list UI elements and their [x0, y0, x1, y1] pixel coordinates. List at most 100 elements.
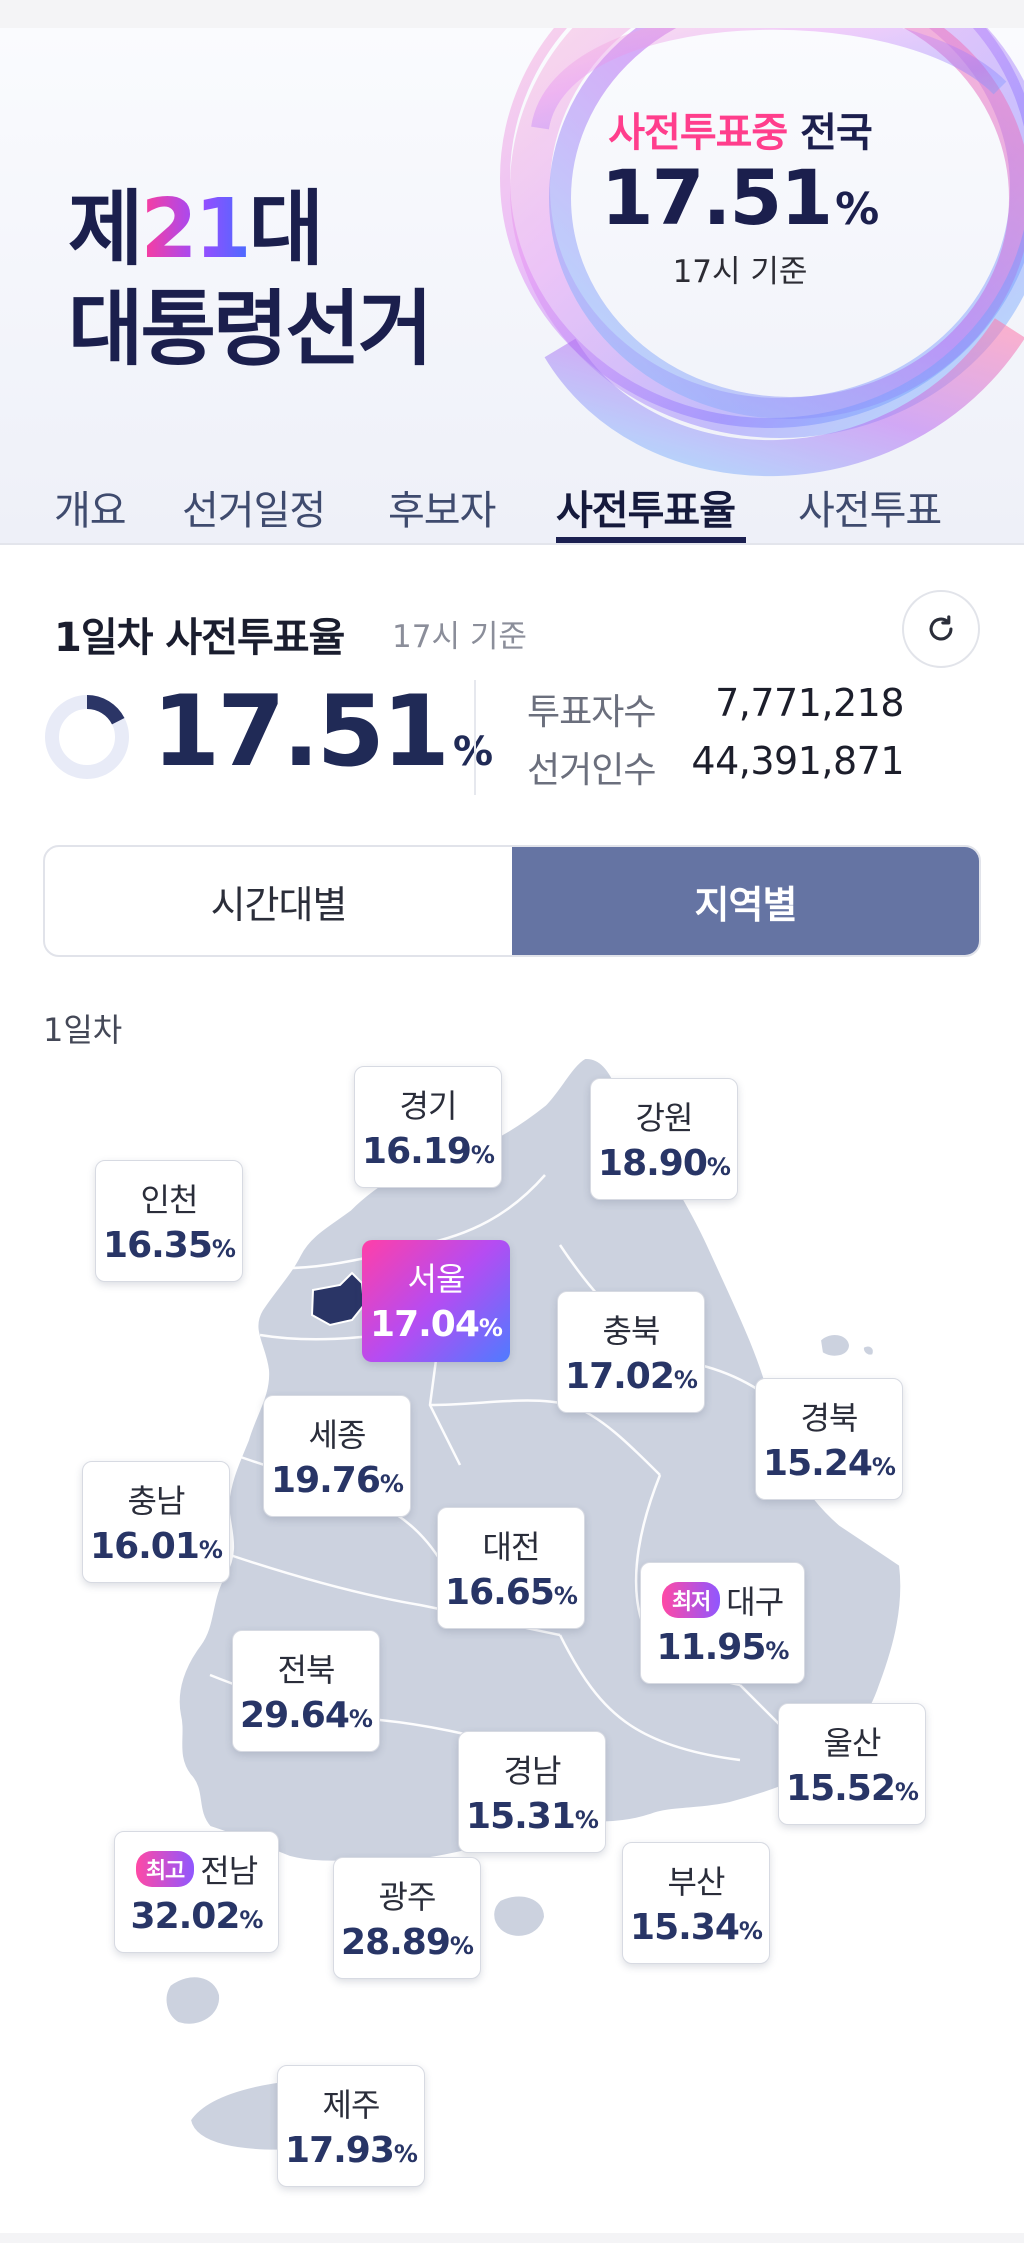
region-value: 28.89%	[334, 1922, 480, 1963]
region-rate: 32.02	[130, 1896, 241, 1937]
region-rate: 15.52	[786, 1768, 896, 1809]
region-unit: %	[765, 1637, 789, 1665]
region-card-jeonbuk[interactable]: 전북 29.64%	[232, 1630, 380, 1752]
region-name: 광주	[378, 1878, 437, 1916]
region-name: 인천	[140, 1181, 199, 1219]
region-card-daejeon[interactable]: 대전 16.65%	[437, 1507, 585, 1629]
label-highlight: 사전투표중	[608, 110, 788, 156]
boundary-line	[558, 1634, 741, 1762]
region-name: 부산	[667, 1863, 726, 1901]
by-time-button[interactable]: 시간대별	[210, 882, 348, 927]
highest-badge: 최고	[135, 1851, 195, 1887]
region-unit: %	[239, 1906, 263, 1934]
region-card-seoul[interactable]: 서울 17.04%	[362, 1240, 510, 1362]
region-name: 전북	[277, 1651, 336, 1689]
refresh-button[interactable]	[902, 590, 980, 668]
region-unit: %	[738, 1917, 763, 1945]
region-name: 제주	[322, 2086, 381, 2124]
region-card-incheon[interactable]: 인천 16.35%	[95, 1160, 243, 1282]
region-name: 대전	[482, 1528, 541, 1566]
region-value: 15.52%	[779, 1768, 925, 1809]
label-rest: 전국	[787, 110, 873, 156]
region-value: 16.65%	[438, 1572, 584, 1613]
region-card-gyeongbuk[interactable]: 경북 15.24%	[755, 1378, 903, 1500]
region-card-chungbuk[interactable]: 충북 17.02%	[557, 1291, 705, 1413]
tab-overview[interactable]: 개요	[54, 488, 127, 534]
active-tab-indicator	[556, 537, 746, 543]
region-unit: %	[379, 1470, 404, 1498]
turnout-donut	[45, 695, 129, 779]
region-value: 18.90%	[591, 1143, 737, 1184]
region-name: 충남	[127, 1482, 186, 1520]
region-value: 15.31%	[459, 1796, 605, 1837]
region-value: 32.02%	[115, 1896, 278, 1937]
island-2	[861, 1344, 875, 1357]
region-unit: %	[478, 1314, 503, 1342]
view-toggle: 시간대별 지역별	[43, 845, 981, 957]
region-card-busan[interactable]: 부산 15.34%	[622, 1842, 770, 1964]
region-card-gyeonggi[interactable]: 경기 16.19%	[354, 1066, 502, 1188]
region-rate: 16.65	[445, 1572, 555, 1613]
region-card-jeju[interactable]: 제주 17.93%	[277, 2065, 425, 2187]
region-card-daegu[interactable]: 최저 대구 11.95%	[640, 1562, 805, 1684]
region-card-ulsan[interactable]: 울산 15.52%	[778, 1703, 926, 1825]
region-name-row: 최저 대구	[641, 1577, 804, 1623]
turnout-panel: 1일차 사전투표율 17시 기준 17.51% 투표자수 7,771,218 선…	[0, 543, 1024, 2233]
tab-early-voting[interactable]: 사전투표	[798, 488, 942, 534]
region-value: 16.19%	[355, 1131, 501, 1172]
region-unit: %	[574, 1806, 599, 1834]
nationwide-label: 사전투표중 전국	[545, 100, 935, 158]
title-prefix: 제	[68, 182, 143, 277]
region-value: 29.64%	[233, 1695, 379, 1736]
region-name: 강원	[635, 1099, 694, 1137]
nationwide-rate-unit: %	[835, 184, 880, 235]
region-name: 울산	[823, 1724, 882, 1762]
region-unit: %	[553, 1582, 578, 1610]
nationwide-rate: 17.51%	[545, 153, 935, 242]
island-4	[492, 1894, 547, 1938]
electorate-label: 선거인수	[527, 750, 656, 791]
tab-bar: 개요 선거일정 후보자 사전투표율 사전투표	[0, 448, 1024, 543]
region-name: 전남	[200, 1852, 258, 1890]
nationwide-rate-value: 17.51	[600, 153, 833, 242]
by-region-button[interactable]: 지역별	[512, 847, 979, 955]
turnout-rate: 17.51%	[152, 675, 493, 789]
region-name: 경남	[503, 1752, 562, 1790]
region-unit: %	[894, 1778, 919, 1806]
region-rate: 29.64	[240, 1695, 350, 1736]
region-unit: %	[673, 1366, 698, 1394]
election-banner: 제21대 대통령선거 사전투표중 전국 17.51% 17시 기준 개요 선거일…	[0, 28, 1024, 543]
region-rate: 28.89	[341, 1922, 451, 1963]
region-card-gyeongnam[interactable]: 경남 15.31%	[458, 1731, 606, 1853]
region-rate: 17.93	[285, 2130, 395, 2171]
region-card-gangwon[interactable]: 강원 18.90%	[590, 1078, 738, 1200]
region-card-sejong[interactable]: 세종 19.76%	[263, 1395, 411, 1517]
region-card-gwangju[interactable]: 광주 28.89%	[333, 1857, 481, 1979]
region-value: 17.93%	[278, 2130, 424, 2171]
tab-candidates[interactable]: 후보자	[388, 488, 496, 534]
voters-value: 7,771,218	[715, 681, 904, 725]
region-rate: 15.24	[763, 1443, 873, 1484]
region-unit: %	[470, 1141, 495, 1169]
tab-schedule[interactable]: 선거일정	[182, 488, 326, 534]
region-name: 경기	[399, 1087, 458, 1125]
region-unit: %	[211, 1235, 236, 1263]
region-rate: 15.31	[466, 1796, 576, 1837]
day-label: 1일차	[43, 1011, 123, 1049]
region-card-jeonnam[interactable]: 최고 전남 32.02%	[114, 1831, 279, 1953]
section-subtitle: 17시 기준	[392, 619, 527, 655]
region-unit: %	[393, 2140, 418, 2168]
title-line2: 대통령선거	[68, 282, 433, 378]
region-card-chungnam[interactable]: 충남 16.01%	[82, 1461, 230, 1583]
region-name: 충북	[602, 1312, 661, 1350]
region-value: 15.24%	[756, 1443, 902, 1484]
turnout-rate-unit: %	[453, 729, 493, 775]
tab-early-turnout[interactable]: 사전투표율	[556, 488, 736, 534]
swirl-graphic	[500, 28, 1024, 476]
region-rate: 17.04	[370, 1304, 480, 1345]
region-value: 17.02%	[558, 1356, 704, 1397]
region-rate: 11.95	[656, 1627, 767, 1668]
region-rate: 16.19	[362, 1131, 472, 1172]
region-value: 16.01%	[83, 1526, 229, 1567]
region-rate: 19.76	[271, 1460, 381, 1501]
